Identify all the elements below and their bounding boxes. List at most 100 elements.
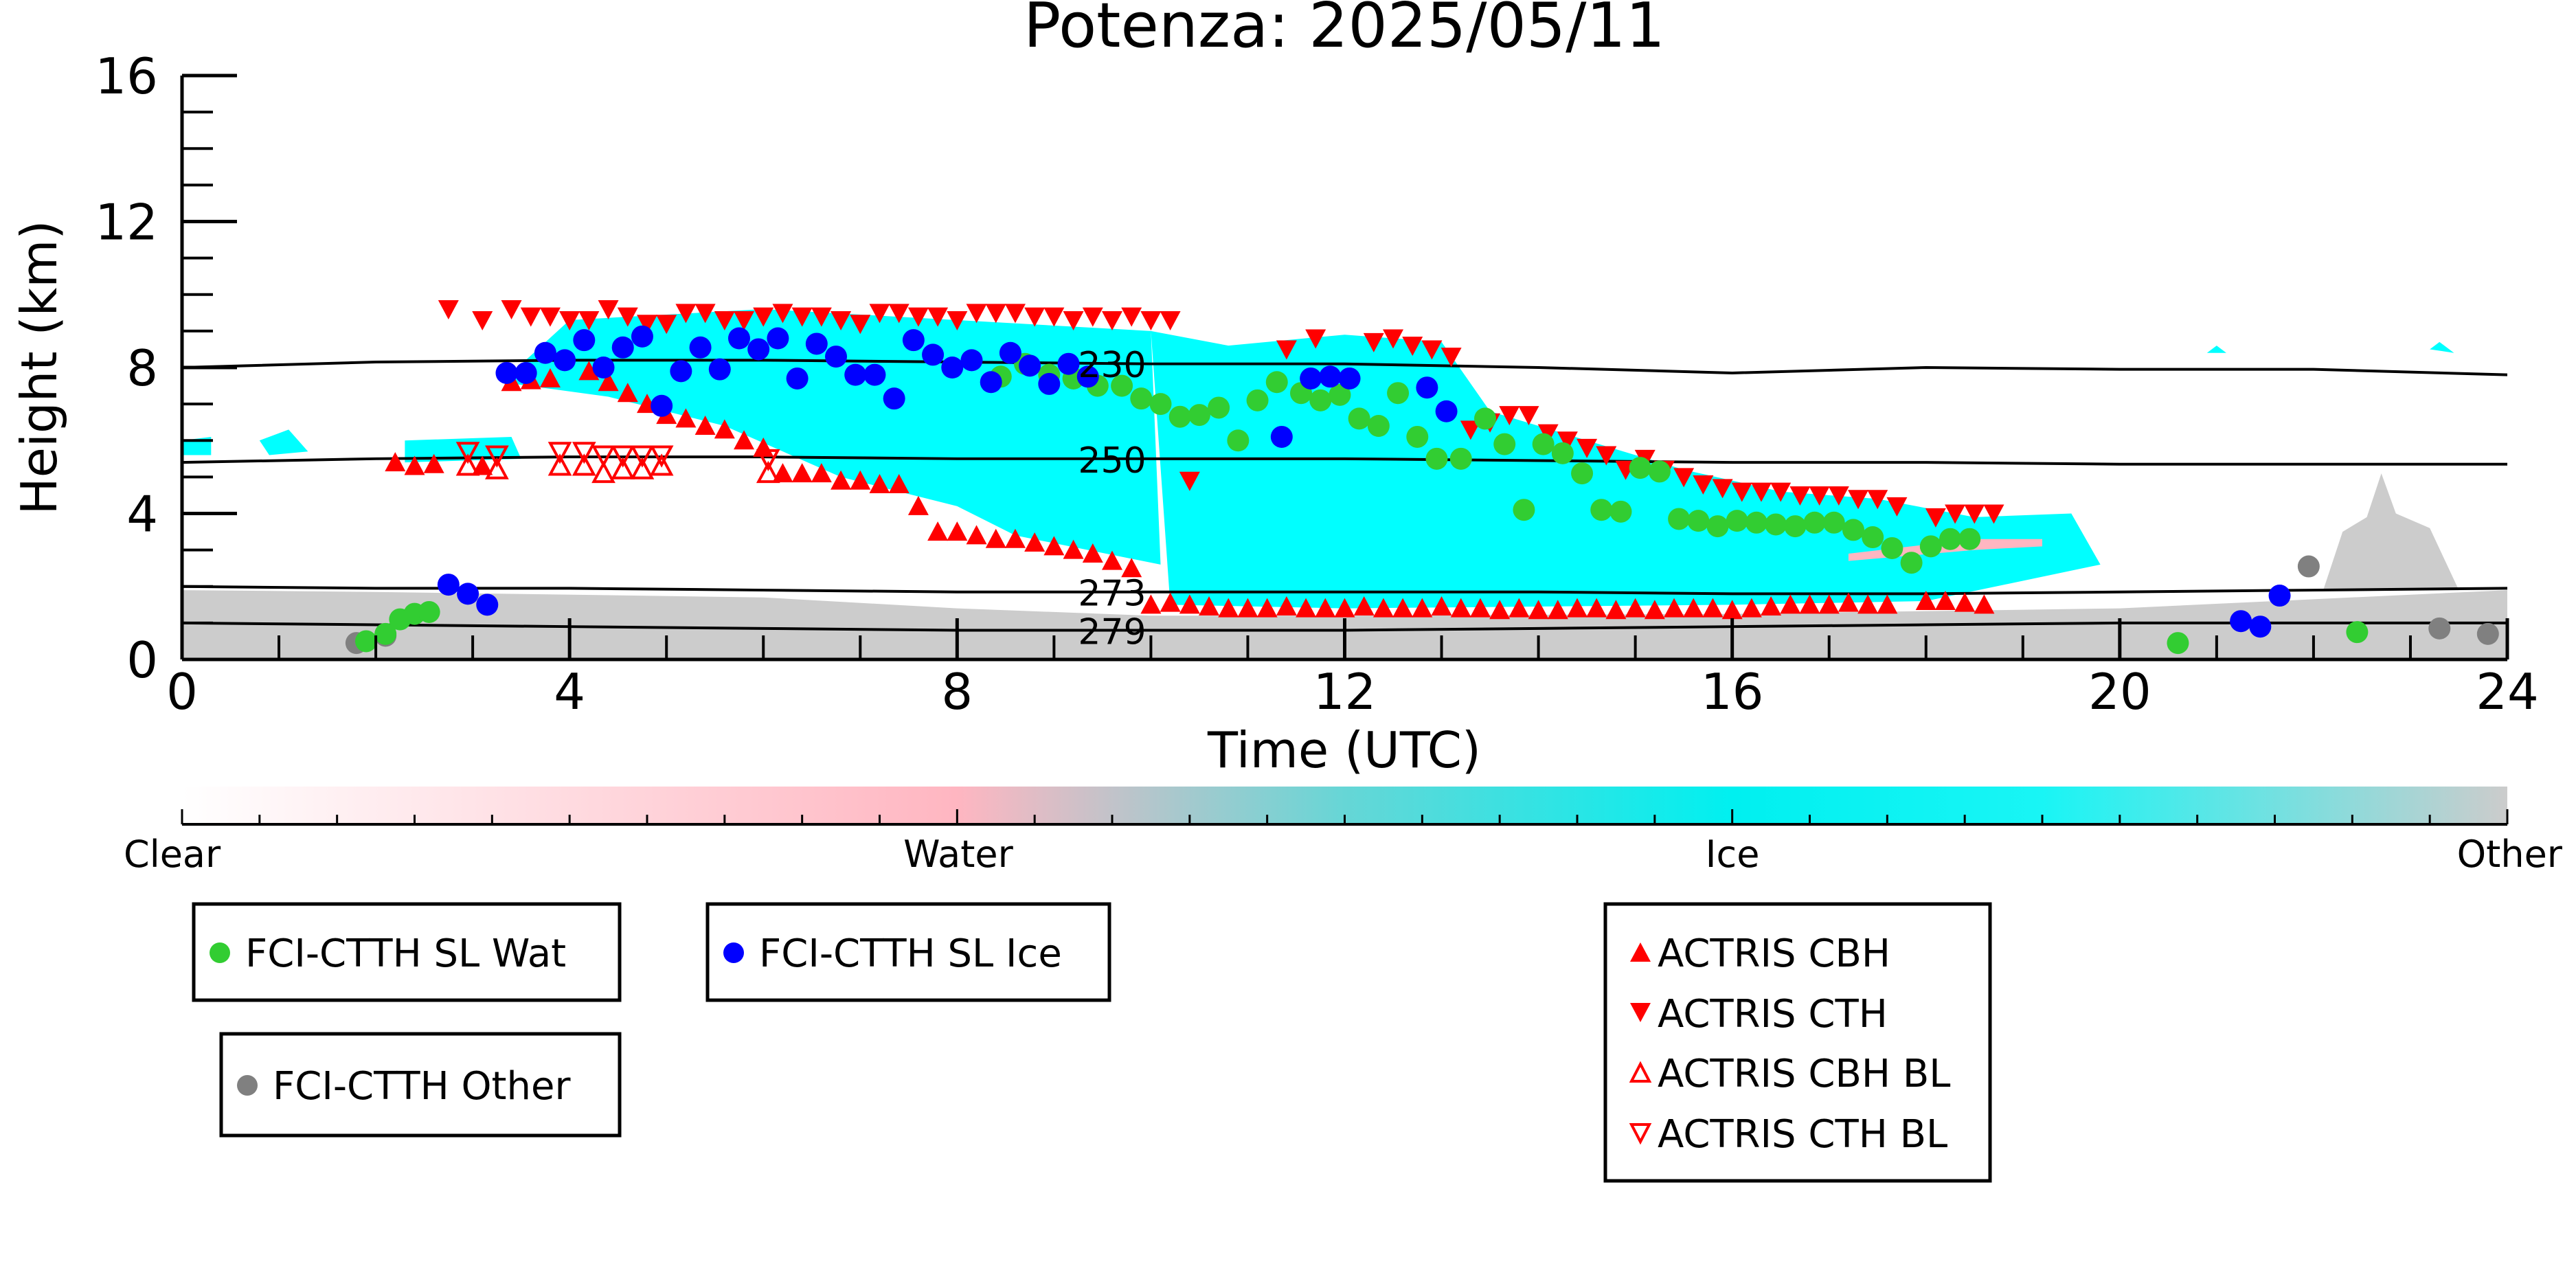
point-fci-ctth-sl-wat: [1609, 500, 1632, 523]
point-actris-cbh: [1431, 596, 1452, 615]
y-tick-label: 12: [95, 194, 158, 251]
point-actris-cth: [850, 315, 871, 335]
point-actris-cth: [1731, 482, 1752, 502]
point-actris-cth-bl: [756, 449, 780, 472]
point-actris-cth: [1363, 332, 1384, 352]
point-actris-cth: [1964, 504, 1985, 524]
point-actris-cth: [1712, 479, 1733, 499]
legend-wat-marker: [210, 942, 230, 963]
point-actris-cbh: [1489, 600, 1511, 620]
point-actris-cth-bl: [547, 442, 572, 464]
point-actris-cbh: [947, 521, 968, 541]
point-fci-ctth-sl-wat: [418, 600, 440, 623]
point-fci-ctth-sl-ice: [611, 336, 634, 359]
point-fci-ctth-sl-wat: [1387, 382, 1410, 405]
legend-cth-bl-label: ACTRIS CTH BL: [1658, 1112, 1947, 1157]
point-fci-ctth-other: [2297, 555, 2320, 578]
point-actris-cth: [1537, 424, 1559, 444]
point-fci-ctth-sl-wat: [1765, 513, 1787, 536]
point-actris-cbh: [1353, 596, 1375, 615]
point-actris-cth: [811, 307, 832, 327]
point-actris-cth: [1004, 304, 1026, 324]
ice-cloud-wisp-right-b: [2430, 341, 2454, 353]
point-fci-ctth-sl-ice: [515, 361, 537, 384]
legend-cth-marker: [1630, 1003, 1651, 1022]
point-actris-cbh-bl: [591, 460, 615, 484]
point-actris-cbh: [1315, 598, 1336, 618]
point-fci-ctth-sl-wat: [1958, 528, 1981, 550]
point-fci-ctth-sl-wat: [1493, 433, 1516, 455]
y-tick-label: 4: [126, 486, 158, 543]
data-points: [345, 300, 2499, 655]
point-actris-cth: [539, 307, 561, 327]
point-actris-cth: [714, 310, 735, 330]
y-axis-label: Height (km): [10, 221, 68, 515]
point-fci-ctth-sl-wat: [1629, 457, 1651, 479]
point-fci-ctth-sl-wat: [1648, 460, 1671, 483]
point-actris-cth: [1160, 310, 1181, 330]
point-fci-ctth-sl-wat: [1939, 528, 1962, 550]
point-fci-ctth-sl-ice: [805, 332, 828, 355]
point-actris-cbh: [1547, 600, 1568, 620]
point-actris-cbh-bl: [547, 453, 572, 476]
point-actris-cth: [985, 304, 1006, 324]
colorbar-label-other: Other: [2457, 833, 2563, 876]
x-tick-label: 8: [941, 663, 973, 721]
point-actris-cbh: [1276, 596, 1297, 615]
point-actris-cth: [656, 315, 677, 335]
point-actris-cth-bl: [630, 445, 655, 468]
legend-cbh-bl-label: ACTRIS CBH BL: [1658, 1052, 1950, 1096]
legend-ice: FCI-CTTH SL Ice: [705, 902, 1111, 1002]
point-actris-cth: [1886, 497, 1908, 517]
point-fci-ctth-sl-ice: [1435, 400, 1458, 422]
point-actris-cbh: [1296, 598, 1317, 618]
isotherm-label-273: 273: [1078, 574, 1146, 615]
point-fci-ctth-sl-ice: [980, 371, 1002, 394]
point-actris-cth: [1043, 307, 1065, 327]
point-actris-cth: [559, 310, 580, 330]
point-actris-cth: [1102, 310, 1122, 330]
point-actris-cth: [947, 310, 968, 330]
point-actris-cth: [1460, 420, 1481, 440]
point-fci-ctth-sl-ice: [708, 358, 731, 381]
point-fci-ctth-sl-ice: [1038, 372, 1061, 395]
chart-title: Potenza: 2025/05/11: [1024, 0, 1665, 62]
point-fci-ctth-sl-ice: [941, 357, 964, 379]
point-actris-cth-bl: [572, 442, 596, 464]
point-actris-cbh: [675, 408, 697, 428]
other-spike-right: [2323, 473, 2459, 591]
point-actris-cbh: [1392, 598, 1414, 618]
point-actris-cth: [1577, 438, 1598, 458]
colorbar-label-ice: Ice: [1706, 833, 1760, 876]
point-actris-cth: [753, 307, 774, 327]
point-actris-cth: [966, 304, 987, 324]
point-actris-cth: [617, 307, 638, 327]
point-actris-cth-bl: [485, 445, 509, 468]
point-fci-ctth-sl-ice: [554, 349, 576, 372]
point-fci-ctth-sl-wat: [1111, 374, 1133, 397]
point-fci-ctth-sl-wat: [1862, 526, 1884, 549]
point-actris-cth: [1789, 486, 1811, 506]
point-actris-cbh: [617, 383, 638, 403]
point-actris-cth: [1305, 329, 1326, 349]
point-actris-cbh: [1199, 596, 1220, 615]
point-fci-ctth-sl-wat: [1513, 499, 1535, 521]
point-actris-cbh: [1702, 598, 1724, 618]
point-fci-ctth-sl-ice: [476, 594, 499, 616]
point-actris-cth: [472, 310, 493, 330]
legend-wat-label: FCI-CTTH SL Wat: [245, 931, 566, 976]
point-actris-cbh: [966, 525, 987, 545]
point-fci-ctth-sl-wat: [1246, 389, 1269, 411]
point-actris-cbh: [1140, 594, 1162, 614]
point-actris-cbh: [888, 474, 909, 493]
point-actris-cth: [1063, 310, 1084, 330]
legend-cbh-bl-marker: [1629, 1061, 1652, 1083]
point-fci-ctth-sl-ice: [2268, 585, 2291, 607]
legend-other: FCI-CTTH Other: [219, 1032, 622, 1138]
point-actris-cbh: [791, 463, 813, 483]
point-actris-cbh: [1625, 598, 1646, 618]
point-actris-cbh: [1683, 598, 1704, 618]
point-actris-cbh: [1237, 598, 1258, 618]
point-actris-cbh: [772, 463, 793, 483]
